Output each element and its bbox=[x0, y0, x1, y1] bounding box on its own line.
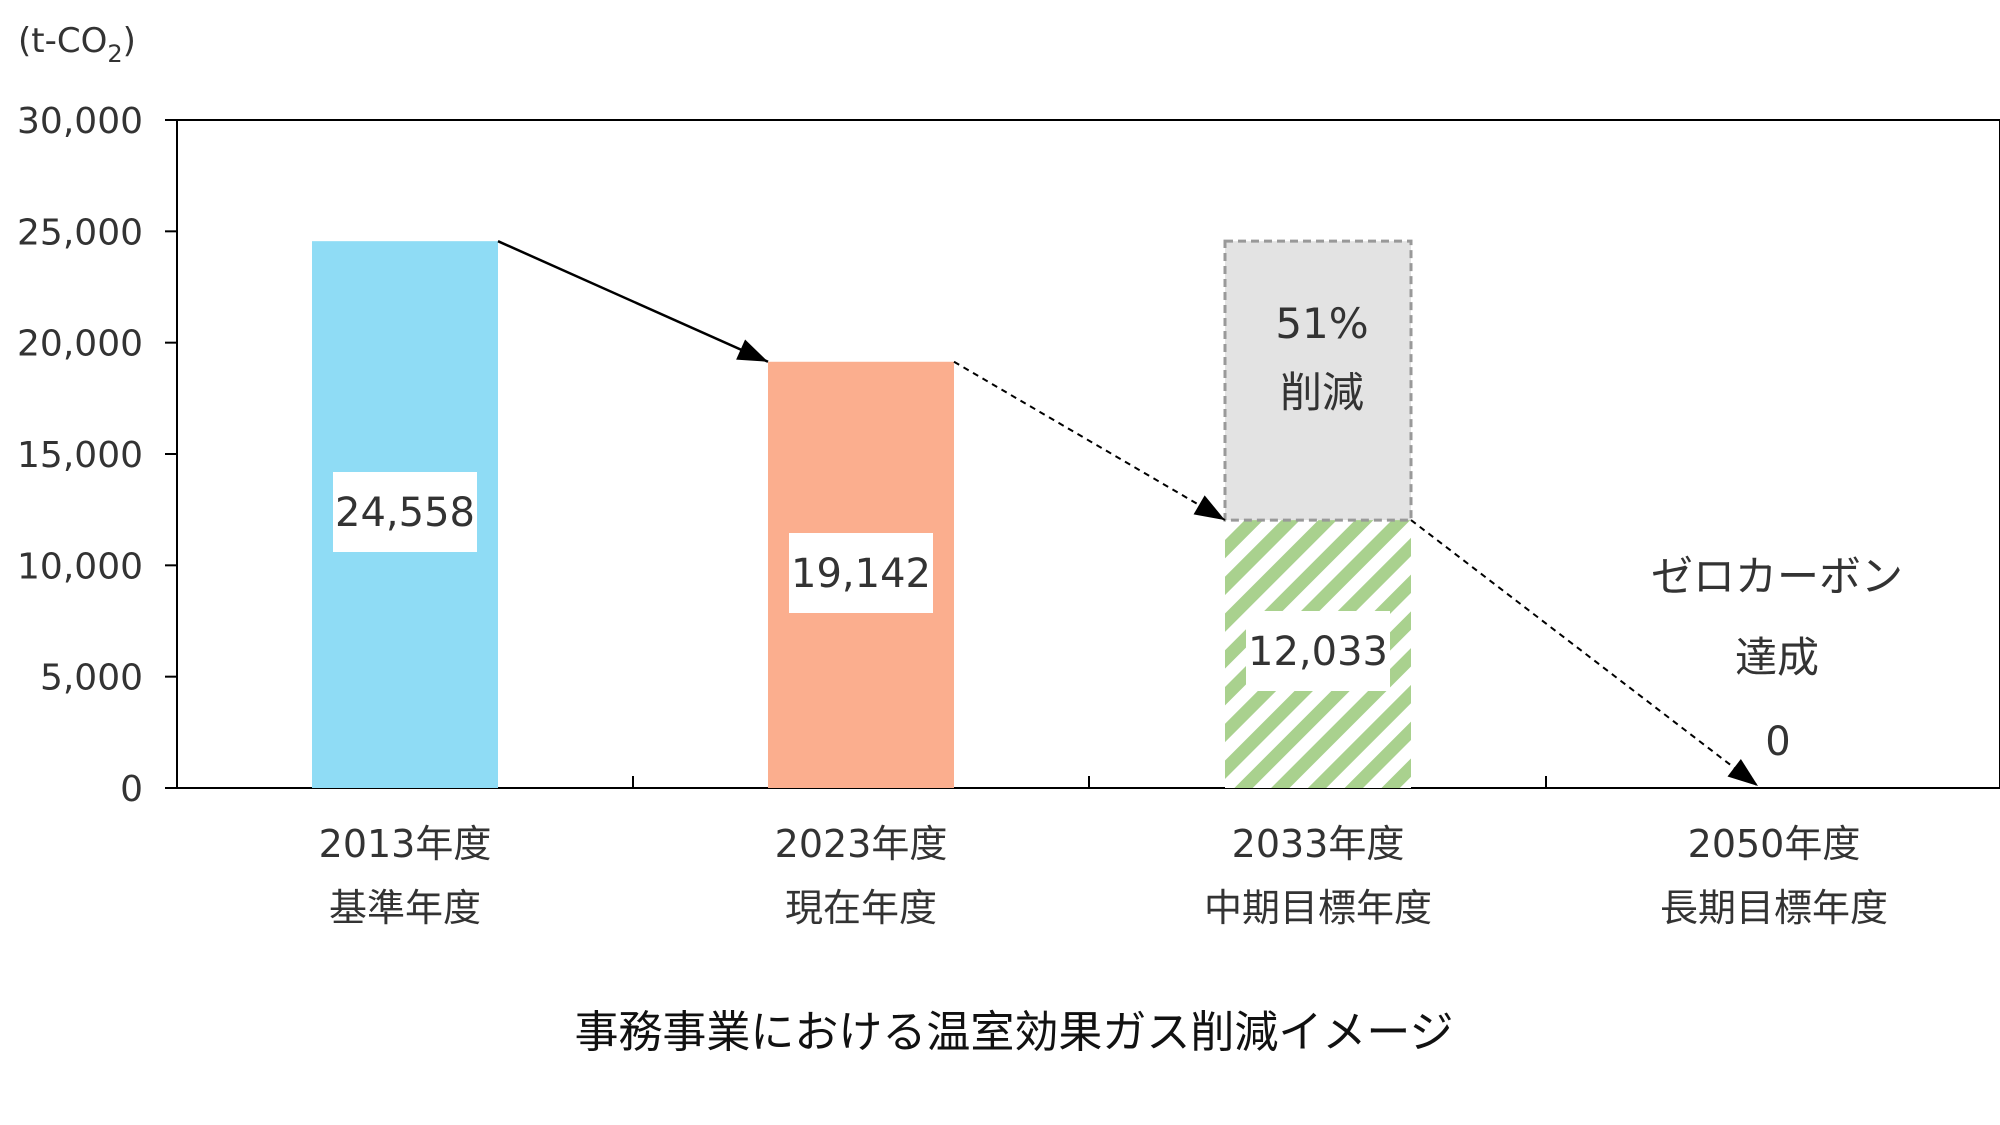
value-label-box bbox=[333, 472, 477, 552]
y-tick-label: 15,000 bbox=[17, 435, 143, 476]
goal-annotation-line2: 達成 bbox=[1735, 633, 1819, 682]
reduction-block bbox=[1223, 239, 1413, 522]
category-label-year: 2033年度 bbox=[1232, 822, 1405, 866]
y-tick-label: 25,000 bbox=[17, 212, 143, 253]
category-label-desc: 現在年度 bbox=[785, 886, 937, 930]
y-axis-unit: (t-CO2) bbox=[18, 21, 136, 68]
reduction-label: 削減 bbox=[1280, 368, 1364, 417]
value-label: 12,033 bbox=[1248, 629, 1388, 675]
reduction-group: 51% 削減 bbox=[1223, 239, 1413, 522]
value-label: 24,558 bbox=[335, 490, 475, 536]
value-label-box bbox=[789, 533, 933, 613]
arrow-2033-2050-head bbox=[1727, 759, 1758, 786]
y-tick-label: 5,000 bbox=[40, 658, 143, 699]
arrow-2013-2023-head bbox=[736, 339, 768, 362]
arrow-2033-2050-line bbox=[1410, 519, 1759, 787]
value-label: 19,142 bbox=[791, 551, 931, 597]
reduction-percent: 51% bbox=[1275, 299, 1368, 348]
value-label: 0 bbox=[1765, 719, 1790, 765]
y-tick-label: 30,000 bbox=[17, 101, 143, 142]
arrow-2023-2033-head bbox=[1193, 495, 1225, 521]
category-label-desc: 中期目標年度 bbox=[1204, 886, 1432, 930]
category-label-year: 2023年度 bbox=[775, 822, 948, 866]
arrow-2013-2023-line bbox=[497, 240, 769, 363]
goal-annotation-line1: ゼロカーボン bbox=[1651, 552, 1903, 601]
category-label-year: 2050年度 bbox=[1688, 822, 1861, 866]
y-tick-label: 0 bbox=[120, 769, 143, 810]
category-label-year: 2013年度 bbox=[319, 822, 492, 866]
y-tick-label: 10,000 bbox=[17, 546, 143, 587]
arrow-2023-2033-line bbox=[953, 360, 1226, 521]
category-label-desc: 基準年度 bbox=[329, 886, 481, 930]
category-label-desc: 長期目標年度 bbox=[1660, 886, 1888, 930]
value-label-box bbox=[1246, 611, 1390, 691]
value-labels: 24,558 19,142 12,033 0 bbox=[333, 472, 1791, 765]
y-axis-ticks: 0 5,000 10,000 15,000 20,000 25,000 30,000 bbox=[17, 101, 1547, 810]
trend-arrows bbox=[497, 240, 1759, 787]
y-tick-label: 20,000 bbox=[17, 324, 143, 365]
chart-title: 事務事業における温室効果ガス削減イメージ bbox=[574, 1007, 1453, 1058]
